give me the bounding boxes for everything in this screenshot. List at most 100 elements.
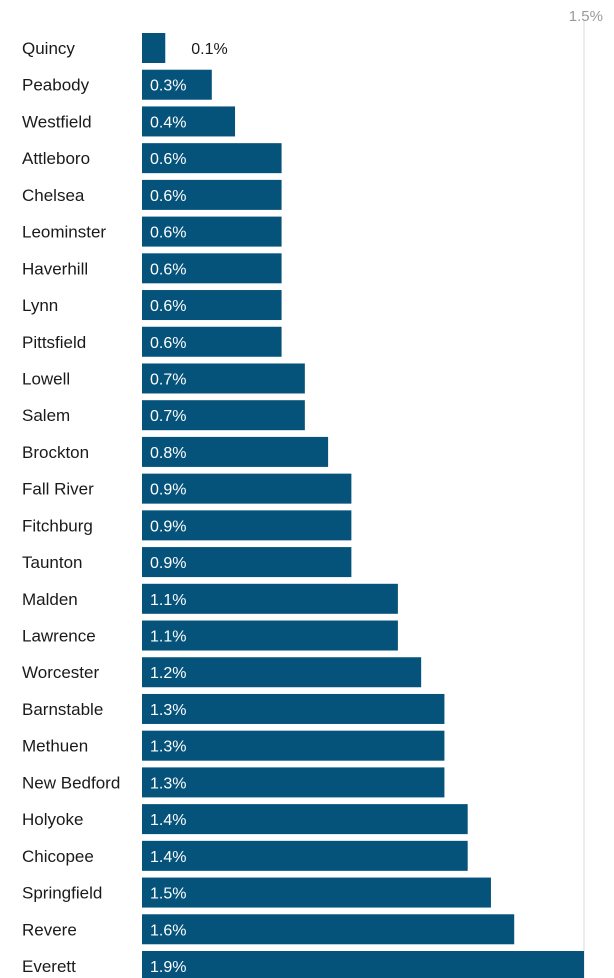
bar-row: Fitchburg 0.9% [22, 510, 352, 541]
bar [142, 106, 236, 137]
bar [142, 547, 352, 578]
bar-row: Springfield 1.5% [22, 877, 491, 908]
value-label: 0.3% [150, 78, 186, 95]
bar-row: Chicopee 1.4% [22, 840, 468, 871]
value-label: 0.1% [191, 41, 227, 58]
category-label: Lowell [22, 369, 70, 388]
category-label: Taunton [22, 553, 83, 572]
bar [142, 473, 352, 504]
bar-row: Pittsfield 0.6% [22, 326, 282, 357]
bar-rows: Quincy 0.1% Peabody 0.3% Westfield 0.4% Attleb… [22, 33, 584, 978]
bar-row: Leominster 0.6% [22, 216, 282, 247]
bar-row: Brockton 0.8% [22, 436, 329, 467]
bar-row: Chelsea 0.6% [22, 179, 282, 210]
category-label: Quincy [22, 39, 75, 58]
value-label: 1.4% [150, 812, 186, 829]
bar-row: Lawrence 1.1% [22, 620, 398, 651]
bar [142, 951, 584, 978]
bar-row: Everett 1.9% [22, 951, 584, 978]
category-label: Haverhill [22, 259, 88, 278]
bar-row: Attleboro 0.6% [22, 143, 282, 174]
category-label: Methuen [22, 737, 88, 756]
category-label: Everett [22, 957, 76, 976]
value-label: 0.8% [150, 445, 186, 462]
value-label: 0.7% [150, 408, 186, 425]
bar [142, 216, 282, 247]
value-label: 1.3% [150, 775, 186, 792]
category-label: Attleboro [22, 149, 90, 168]
value-label: 0.6% [150, 335, 186, 352]
category-label: New Bedford [22, 773, 120, 792]
bar [142, 363, 305, 394]
value-label: 0.6% [150, 151, 186, 168]
category-label: Chelsea [22, 186, 85, 205]
value-label: 0.7% [150, 371, 186, 388]
category-label: Lynn [22, 296, 58, 315]
bar [142, 510, 352, 541]
bar [142, 179, 282, 210]
bar [142, 326, 282, 357]
value-label: 1.9% [150, 959, 186, 976]
value-label: 0.6% [150, 188, 186, 205]
bar [142, 767, 445, 798]
bar [142, 840, 468, 871]
category-label: Leominster [22, 223, 106, 242]
value-label: 1.5% [150, 886, 186, 903]
value-label: 0.6% [150, 298, 186, 315]
bar [142, 914, 515, 945]
category-label: Brockton [22, 443, 89, 462]
reference-line-label: 1.5% [569, 8, 603, 25]
bar-row: Lowell 0.7% [22, 363, 305, 394]
bar-row: Westfield 0.4% [22, 106, 236, 137]
value-label: 1.2% [150, 665, 186, 682]
bar [142, 143, 282, 174]
category-label: Westfield [22, 112, 92, 131]
bar [142, 253, 282, 284]
bar [142, 583, 398, 614]
category-label: Fall River [22, 480, 94, 499]
value-label: 0.9% [150, 555, 186, 572]
bar-row: Revere 1.6% [22, 914, 515, 945]
value-label: 1.1% [150, 629, 186, 646]
bar-row: Malden 1.1% [22, 583, 398, 614]
category-label: Salem [22, 406, 70, 425]
value-label: 1.6% [150, 922, 186, 939]
category-label: Pittsfield [22, 333, 86, 352]
value-label: 1.3% [150, 702, 186, 719]
bar [142, 730, 445, 761]
value-label: 0.6% [150, 225, 186, 242]
bar-row: Fall River 0.9% [22, 473, 352, 504]
bar [142, 400, 305, 431]
bar [142, 804, 468, 835]
value-label: 1.3% [150, 739, 186, 756]
bar [142, 620, 398, 651]
bar [142, 69, 212, 100]
value-label: 1.4% [150, 849, 186, 866]
value-label: 0.9% [150, 482, 186, 499]
category-label: Holyoke [22, 810, 83, 829]
bar-row: Quincy 0.1% [22, 33, 228, 63]
category-label: Peabody [22, 76, 90, 95]
value-label: 0.9% [150, 518, 186, 535]
category-label: Malden [22, 590, 78, 609]
bar-row: New Bedford 1.3% [22, 767, 445, 798]
bar [142, 33, 166, 63]
bar [142, 657, 422, 688]
bar [142, 877, 491, 908]
bar [142, 436, 329, 467]
category-label: Worcester [22, 663, 99, 682]
category-label: Lawrence [22, 627, 96, 646]
bar-row: Methuen 1.3% [22, 730, 445, 761]
category-label: Springfield [22, 884, 102, 903]
value-label: 1.1% [150, 592, 186, 609]
category-label: Revere [22, 920, 77, 939]
value-label: 0.4% [150, 114, 186, 131]
bar-row: Holyoke 1.4% [22, 804, 468, 835]
category-label: Barnstable [22, 700, 103, 719]
bar-row: Peabody 0.3% [22, 69, 212, 100]
bar [142, 693, 445, 724]
bar-row: Salem 0.7% [22, 400, 305, 431]
category-label: Chicopee [22, 847, 94, 866]
category-label: Fitchburg [22, 516, 93, 535]
bar-row: Worcester 1.2% [22, 657, 422, 688]
